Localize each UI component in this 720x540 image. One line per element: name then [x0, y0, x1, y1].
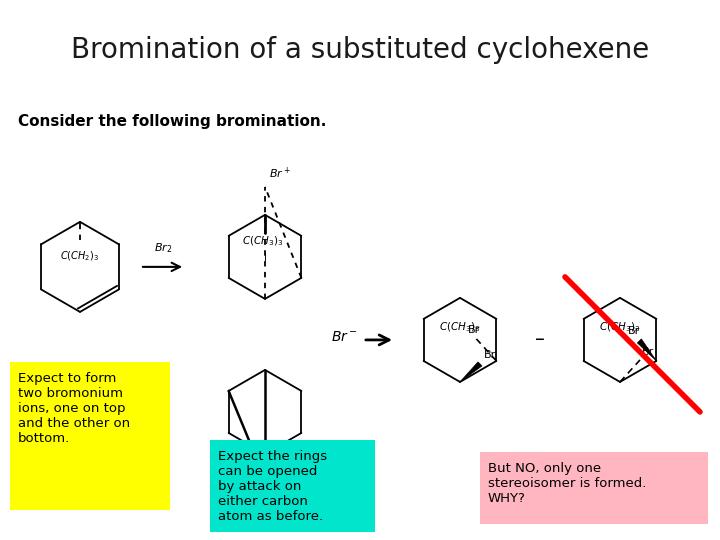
Polygon shape: [460, 362, 482, 382]
Text: $Br_2$: $Br_2$: [154, 241, 172, 255]
Text: Br: Br: [629, 326, 641, 336]
Text: Br: Br: [484, 350, 496, 360]
Text: $Br^+$: $Br^+$: [269, 483, 291, 498]
Bar: [480, 452, 708, 524]
Text: –: –: [535, 330, 545, 349]
Text: $Br^-$: $Br^-$: [331, 330, 359, 344]
Text: $C(CH_3)_3$: $C(CH_3)_3$: [244, 462, 286, 476]
Text: Br: Br: [642, 347, 654, 357]
Text: $C(CH_3)_3$: $C(CH_3)_3$: [439, 320, 481, 334]
Text: $C(CH_2)_3$: $C(CH_2)_3$: [60, 250, 99, 264]
Bar: [10, 362, 170, 510]
Text: I: I: [264, 253, 266, 263]
Text: Br: Br: [468, 325, 480, 335]
Bar: [210, 440, 375, 532]
Text: $Br^+$: $Br^+$: [269, 166, 291, 181]
Text: Bromination of a substituted cyclohexene: Bromination of a substituted cyclohexene: [71, 37, 649, 64]
Text: But NO, only one
stereoisomer is formed.
WHY?: But NO, only one stereoisomer is formed.…: [488, 462, 647, 505]
Text: Expect to form
two bromonium
ions, one on top
and the other on
bottom.: Expect to form two bromonium ions, one o…: [18, 372, 130, 445]
Text: $C(CH_3)_3$: $C(CH_3)_3$: [599, 320, 641, 334]
Text: $C(CH_3)_3$: $C(CH_3)_3$: [242, 235, 284, 248]
Text: Consider the following bromination.: Consider the following bromination.: [18, 114, 326, 129]
Polygon shape: [637, 339, 657, 361]
Text: Expect the rings
can be opened
by attack on
either carbon
atom as before.: Expect the rings can be opened by attack…: [218, 450, 327, 523]
